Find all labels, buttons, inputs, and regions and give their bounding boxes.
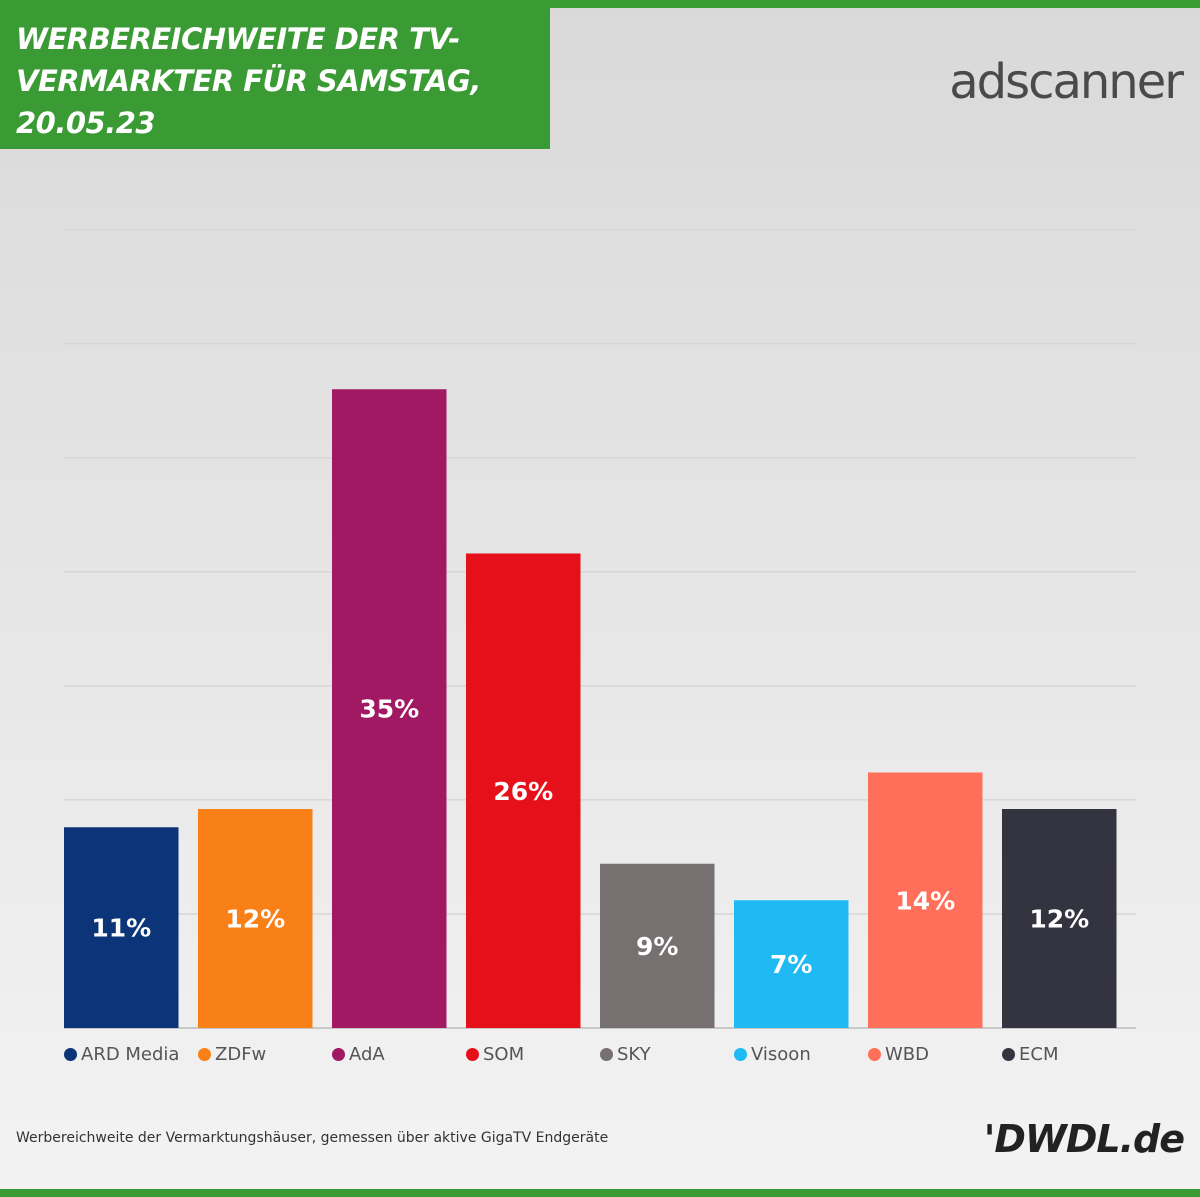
data-labels: 11% 12% 35% 26% 9% 7% 14% 12% — [91, 695, 1089, 980]
data-label: 14% — [895, 886, 955, 915]
legend-label: ECM — [1019, 1043, 1059, 1065]
bar-ecm — [1002, 809, 1117, 1028]
bar-som — [466, 553, 581, 1028]
bars — [64, 389, 1117, 1028]
legend-label: ZDFw — [215, 1043, 267, 1065]
legend-marker — [600, 1047, 613, 1061]
legend-item: Visoon — [734, 1041, 811, 1067]
legend-label: ARD Media — [81, 1043, 180, 1065]
bar-sky — [600, 863, 715, 1028]
data-label: 12% — [1029, 905, 1089, 934]
data-label: 12% — [225, 905, 285, 934]
adscanner-logo: adscanner — [949, 52, 1184, 112]
title-box: WERBEREICHWEITE DER TV-VERMARKTER FÜR SA… — [0, 0, 550, 149]
legend-marker — [198, 1047, 211, 1061]
bar-ard-media — [64, 827, 179, 1028]
legend-marker — [734, 1047, 747, 1061]
chart-title: WERBEREICHWEITE DER TV-VERMARKTER FÜR SA… — [16, 22, 481, 140]
legend-item: SKY — [600, 1041, 651, 1067]
data-label: 11% — [91, 914, 151, 943]
bar-ada — [332, 389, 447, 1028]
legend-label: SOM — [483, 1043, 525, 1065]
bar-visoon — [734, 900, 849, 1028]
dwdl-logo: 'DWDL.de — [983, 1117, 1185, 1161]
legend-item: AdA — [332, 1041, 385, 1067]
legend-item: ECM — [1002, 1041, 1058, 1067]
legend-label: AdA — [349, 1043, 385, 1065]
data-label: 7% — [770, 950, 812, 979]
legend-item: WBD — [868, 1041, 929, 1067]
legend-marker — [64, 1047, 77, 1061]
legend-label: SKY — [617, 1043, 651, 1065]
legend-label: WBD — [885, 1043, 930, 1065]
data-label: 35% — [359, 695, 419, 724]
bar-zdfw — [198, 809, 313, 1028]
data-label: 26% — [493, 777, 553, 806]
footnote: Werbereichweite der Vermarktungshäuser, … — [16, 1130, 609, 1146]
legend-item: ARD Media — [64, 1041, 179, 1067]
legend-marker — [332, 1047, 345, 1061]
legend-marker — [868, 1047, 881, 1061]
legend-marker — [1002, 1047, 1015, 1061]
bar-wbd — [868, 772, 983, 1028]
top-accent-stripe — [0, 0, 1200, 8]
legend-label: Visoon — [751, 1043, 811, 1065]
legend-marker — [466, 1047, 479, 1061]
legend-item: SOM — [466, 1041, 524, 1067]
bottom-accent-stripe — [0, 1189, 1200, 1197]
data-label: 9% — [636, 932, 678, 961]
adscanner-logo-text: adscanner — [949, 54, 1184, 110]
legend-item: ZDFw — [198, 1041, 266, 1067]
